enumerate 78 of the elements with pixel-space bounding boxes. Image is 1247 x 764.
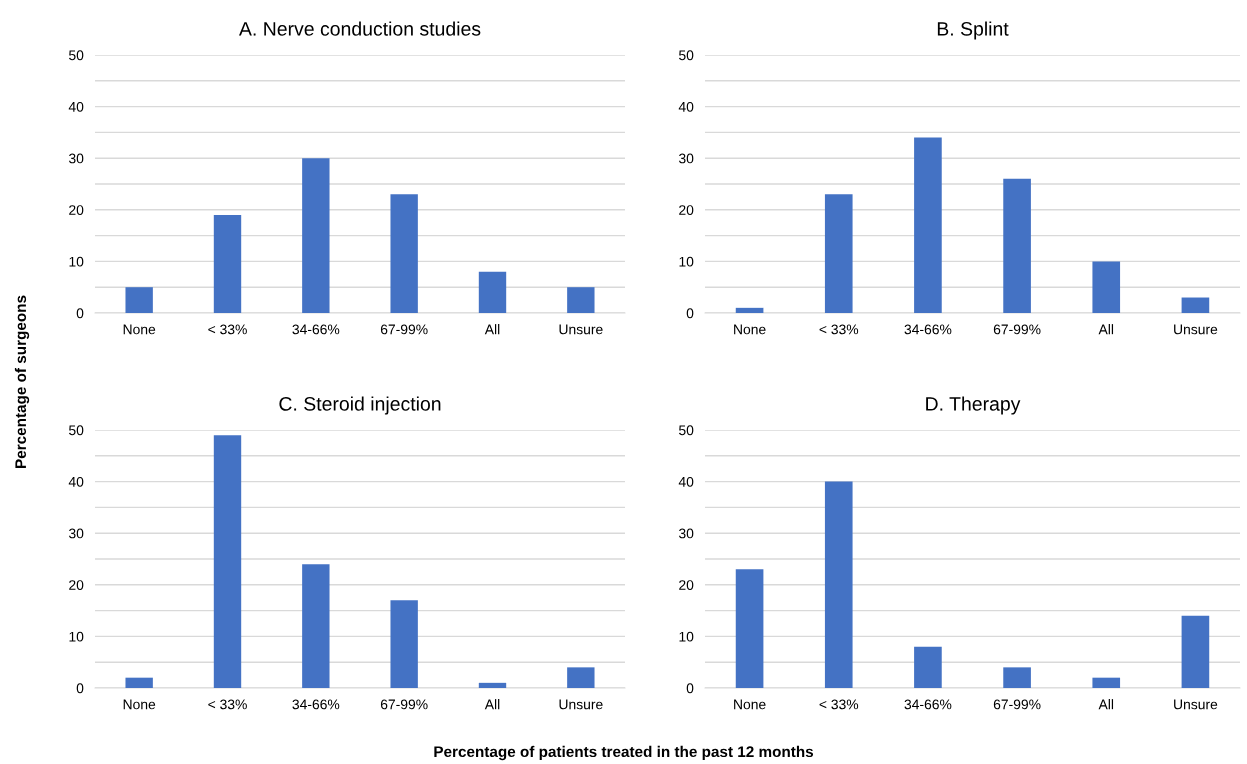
x-tick-label: None [734,324,766,335]
y-tick-label: 10 [679,631,694,642]
bar [1181,615,1210,688]
bar [478,682,507,688]
y-tick-label: 50 [679,50,694,61]
y-tick-label: 20 [69,580,84,590]
x-tick-label: 34-66% [292,699,340,710]
x-tick-label: < 33% [208,324,247,335]
x-tick-label: Unsure [559,699,603,710]
x-axis-title: Percentage of patients treated in the past 12 months [434,745,814,761]
chart-title: B. Splint [937,21,1009,40]
bar [1092,677,1121,688]
y-tick-label: 40 [68,101,84,112]
bar [302,564,330,688]
bar [478,271,507,313]
x-tick-label: All [1098,699,1114,710]
y-tick-label: 30 [678,153,694,164]
bar [1003,178,1031,313]
x-tick-label: None [123,699,156,710]
bar [302,158,330,313]
x-tick-label: 67-99% [993,699,1041,710]
x-tick-label: 67-99% [993,324,1041,335]
x-tick-label: < 33% [819,324,859,335]
x-tick-label: None [734,699,766,710]
y-tick-label: 20 [679,205,694,215]
y-tick-label: 50 [69,425,84,436]
x-tick-label: Unsure [1174,699,1218,710]
bar [824,481,853,688]
x-tick-label: None [123,324,156,335]
y-tick-label: 50 [679,425,694,436]
bar [914,646,942,688]
y-tick-label: 0 [76,308,84,319]
y-tick-label: 0 [76,683,84,694]
y-tick-label: 0 [686,683,694,694]
y-tick-label: 50 [69,50,84,61]
y-tick-label: 40 [678,101,694,112]
y-tick-label: 40 [678,476,694,487]
bar [213,214,242,313]
bar [1181,297,1210,313]
bar [735,569,764,688]
x-tick-label: < 33% [819,699,859,710]
bar [567,287,595,313]
y-tick-label: 30 [678,528,694,539]
bar [125,287,153,313]
bar [1092,261,1121,313]
y-axis-title: Percentage of surgeons [14,295,30,468]
x-tick-label: All [1098,324,1114,335]
y-tick-label: 30 [68,153,84,164]
bar [213,435,242,688]
y-tick-label: 10 [69,256,84,267]
y-tick-label: 10 [69,631,84,642]
x-tick-label: 34-66% [904,699,952,710]
y-tick-label: 0 [686,308,694,319]
bar [914,137,942,313]
chart-title: C. Steroid injection [279,396,441,415]
y-tick-label: 10 [679,256,694,267]
y-tick-label: 30 [68,528,84,539]
chart-title: D. Therapy [926,396,1021,415]
x-tick-label: All [484,699,500,710]
y-tick-label: 20 [69,205,84,215]
x-tick-label: 67-99% [380,699,428,710]
x-tick-label: Unsure [1174,324,1218,335]
bar [735,307,764,313]
bar [1003,667,1031,688]
x-tick-label: 34-66% [904,324,952,335]
bar [390,194,418,313]
x-tick-label: Unsure [559,324,603,335]
x-tick-label: 34-66% [292,324,340,335]
bar [390,600,418,688]
x-tick-label: < 33% [208,699,247,710]
bar [824,194,853,313]
y-tick-label: 40 [68,476,84,487]
chart-title: A. Nerve conduction studies [238,21,481,36]
x-tick-label: All [484,324,500,335]
y-tick-label: 20 [679,580,694,590]
bar [567,667,595,688]
x-tick-label: 67-99% [380,324,428,335]
bar [125,677,153,688]
